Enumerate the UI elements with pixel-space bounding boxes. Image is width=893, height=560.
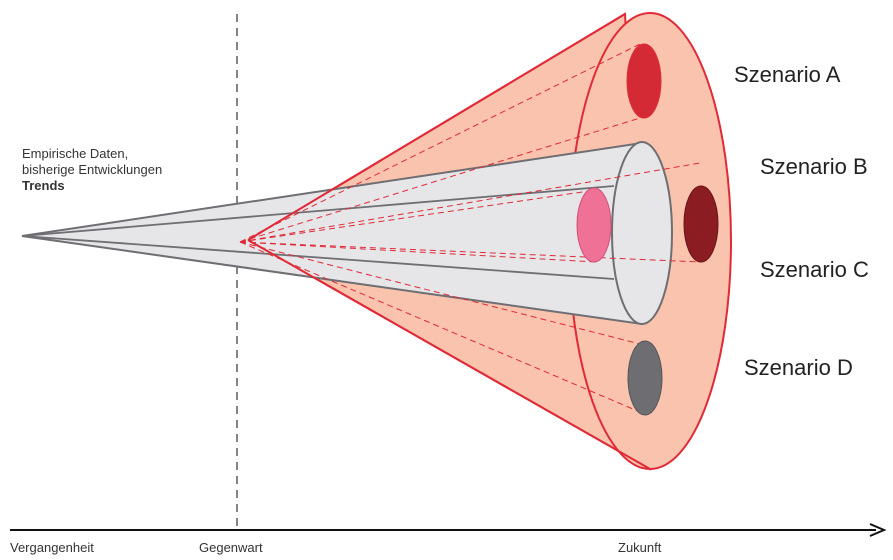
axis-label-past: Vergangenheit [10,540,94,555]
axis-label-future: Zukunft [618,540,662,555]
time-axis-arrow-icon [869,523,887,537]
trends-label: Trends [22,178,65,193]
scenario-a-disc [626,43,662,119]
scenario-cone-edge-bottom [247,239,651,470]
scenario-d-label: Szenario D [744,355,853,380]
trend-cone-end [611,141,673,325]
empirical-data-line2: bisherige Entwicklungen [22,162,163,177]
scenario-b-disc [683,185,719,263]
scenario-d-disc [627,340,663,416]
scenario-c-label: Szenario C [760,257,869,282]
scenario-cone-edge-top [247,13,626,241]
axis-label-present: Gegenwart [199,540,263,555]
empirical-data-label: Empirische Daten, bisherige Entwicklunge… [22,146,162,194]
projection-lines [239,43,701,413]
scenario-a-label: Szenario A [734,62,841,87]
empirical-data-line1: Empirische Daten, [22,146,129,161]
trend-line-lower [21,235,615,280]
scenario-pink-disc [576,187,612,263]
scenario-b-label: Szenario B [760,154,868,179]
trend-line-upper [21,185,615,237]
